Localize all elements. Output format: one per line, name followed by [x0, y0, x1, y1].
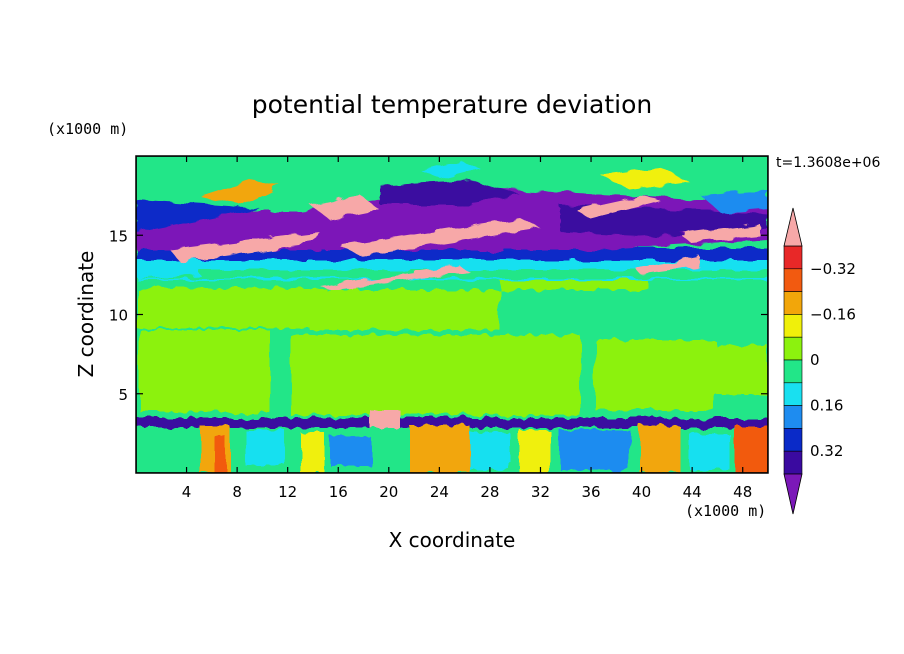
- colorbar-tick-label: −0.16: [810, 305, 856, 323]
- cool-eddy: [245, 430, 285, 465]
- mid-layer: [136, 270, 768, 422]
- colorbar-tick-label: 0.16: [810, 397, 843, 415]
- x-tick-label: 12: [278, 483, 297, 501]
- colorbar: 0.32 0.16 0 −0.16 −0.32: [783, 207, 856, 515]
- colorbar-band: [783, 314, 803, 338]
- colorbar-band: [783, 405, 803, 429]
- x-tick-label: 40: [632, 483, 651, 501]
- x-tick-label: 24: [430, 483, 449, 501]
- x-tick-label: 28: [480, 483, 499, 501]
- colorbar-band: [783, 291, 803, 315]
- colorbar-band: [783, 245, 803, 270]
- colorbar-band: [783, 382, 803, 406]
- colorbar-band: [783, 336, 803, 361]
- green-patch: [290, 335, 580, 415]
- y-axis-ticks: 5 10 15: [109, 227, 768, 404]
- x-axis-label: X coordinate: [389, 528, 516, 552]
- warm-plume: [520, 430, 550, 473]
- colorbar-extend-bottom: [783, 473, 803, 515]
- cool-eddy: [560, 430, 630, 470]
- green-patch: [310, 290, 500, 330]
- cool-eddy: [470, 432, 510, 470]
- x-tick-label: 44: [683, 483, 702, 501]
- green-patch: [136, 288, 326, 328]
- green-patch: [700, 345, 768, 395]
- y-tick-label: 10: [109, 307, 128, 325]
- x-tick-label: 20: [379, 483, 398, 501]
- y-tick-label: 5: [118, 386, 128, 404]
- x-tick-label: 16: [329, 483, 348, 501]
- chart-title: potential temperature deviation: [252, 90, 652, 119]
- upper-layer: [136, 160, 768, 290]
- warm-plume: [214, 436, 226, 473]
- warm-plume: [370, 410, 400, 428]
- x-tick-label: 4: [182, 483, 192, 501]
- y-tick-label: 15: [109, 227, 128, 245]
- colorbar-band: [783, 450, 803, 475]
- x-tick-label: 48: [733, 483, 752, 501]
- colorbar-band: [783, 428, 803, 452]
- warm-plume: [300, 432, 324, 473]
- contour-field: [136, 156, 768, 473]
- x-axis-ticks: 4 8 12 16 20 24 28 32 36 40 44 48: [182, 156, 752, 501]
- colorbar-band: [783, 359, 803, 384]
- cool-eddy: [690, 434, 730, 470]
- cool-eddy: [330, 436, 370, 466]
- colorbar-tick-label: 0: [810, 351, 820, 369]
- green-patch: [595, 340, 715, 410]
- colorbar-extend-top: [783, 207, 803, 247]
- x-unit-label: (x1000 m): [685, 502, 766, 520]
- x-tick-label: 8: [232, 483, 242, 501]
- time-label: t=1.3608e+06: [776, 155, 880, 171]
- x-tick-label: 32: [531, 483, 550, 501]
- y-unit-label: (x1000 m): [47, 120, 128, 138]
- colorbar-band: [783, 268, 803, 292]
- colorbar-tick-label: −0.32: [810, 260, 856, 278]
- colorbar-tick-label: 0.32: [810, 442, 843, 460]
- green-patch: [140, 330, 270, 412]
- lower-layer: [136, 410, 768, 473]
- warm-plume: [640, 426, 680, 473]
- y-axis-label: Z coordinate: [74, 251, 98, 378]
- x-tick-label: 36: [581, 483, 600, 501]
- warm-plume: [410, 426, 470, 473]
- warm-plume: [735, 426, 768, 473]
